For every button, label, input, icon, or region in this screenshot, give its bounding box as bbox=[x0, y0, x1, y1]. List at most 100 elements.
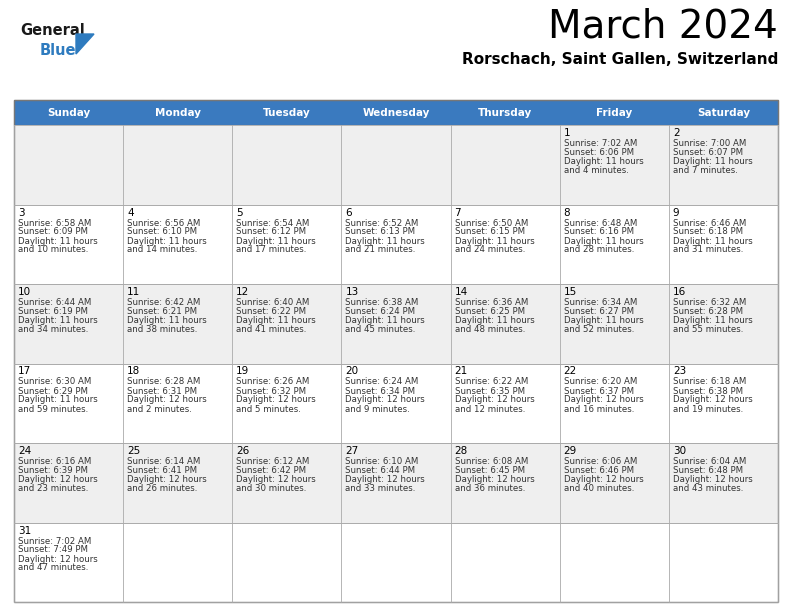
Text: Sunset: 6:12 PM: Sunset: 6:12 PM bbox=[236, 228, 307, 236]
Bar bbox=[560, 284, 669, 364]
Text: March 2024: March 2024 bbox=[548, 8, 778, 46]
Text: Sunrise: 6:12 AM: Sunrise: 6:12 AM bbox=[236, 457, 310, 466]
Bar bbox=[232, 284, 341, 364]
Text: Sunrise: 6:36 AM: Sunrise: 6:36 AM bbox=[455, 298, 528, 307]
Text: Daylight: 11 hours: Daylight: 11 hours bbox=[18, 395, 97, 405]
Bar bbox=[123, 284, 232, 364]
Text: Sunrise: 6:30 AM: Sunrise: 6:30 AM bbox=[18, 378, 91, 387]
Text: Daylight: 12 hours: Daylight: 12 hours bbox=[128, 395, 207, 405]
Text: and 21 minutes.: and 21 minutes. bbox=[345, 245, 416, 255]
Bar bbox=[14, 125, 123, 204]
Bar bbox=[451, 523, 560, 602]
Text: Daylight: 12 hours: Daylight: 12 hours bbox=[455, 475, 535, 484]
Bar bbox=[669, 364, 778, 443]
Text: Rorschach, Saint Gallen, Switzerland: Rorschach, Saint Gallen, Switzerland bbox=[462, 52, 778, 67]
Text: 9: 9 bbox=[673, 207, 680, 217]
Text: Daylight: 11 hours: Daylight: 11 hours bbox=[564, 157, 643, 166]
Text: Sunrise: 6:10 AM: Sunrise: 6:10 AM bbox=[345, 457, 419, 466]
Text: Daylight: 12 hours: Daylight: 12 hours bbox=[18, 554, 97, 564]
Text: Sunrise: 6:14 AM: Sunrise: 6:14 AM bbox=[128, 457, 200, 466]
Text: Daylight: 11 hours: Daylight: 11 hours bbox=[236, 316, 316, 325]
Text: Sunset: 6:28 PM: Sunset: 6:28 PM bbox=[673, 307, 743, 316]
Text: Saturday: Saturday bbox=[697, 108, 750, 118]
Bar bbox=[123, 364, 232, 443]
Bar bbox=[123, 100, 232, 125]
Text: Daylight: 11 hours: Daylight: 11 hours bbox=[345, 236, 425, 245]
Text: Sunrise: 6:08 AM: Sunrise: 6:08 AM bbox=[455, 457, 528, 466]
Text: Wednesday: Wednesday bbox=[362, 108, 430, 118]
Bar bbox=[341, 364, 451, 443]
Bar bbox=[232, 125, 341, 204]
Text: 10: 10 bbox=[18, 287, 31, 297]
Bar bbox=[341, 284, 451, 364]
Text: Sunrise: 6:46 AM: Sunrise: 6:46 AM bbox=[673, 218, 746, 228]
Text: Sunset: 6:37 PM: Sunset: 6:37 PM bbox=[564, 387, 634, 395]
Text: Sunrise: 6:32 AM: Sunrise: 6:32 AM bbox=[673, 298, 746, 307]
Text: 12: 12 bbox=[236, 287, 249, 297]
Text: Sunset: 6:41 PM: Sunset: 6:41 PM bbox=[128, 466, 197, 475]
Text: Daylight: 12 hours: Daylight: 12 hours bbox=[455, 395, 535, 405]
Text: Monday: Monday bbox=[154, 108, 200, 118]
Bar bbox=[451, 364, 560, 443]
Bar bbox=[451, 284, 560, 364]
Text: Sunset: 6:44 PM: Sunset: 6:44 PM bbox=[345, 466, 416, 475]
Text: Daylight: 12 hours: Daylight: 12 hours bbox=[128, 475, 207, 484]
Text: Sunset: 6:06 PM: Sunset: 6:06 PM bbox=[564, 148, 634, 157]
Text: and 34 minutes.: and 34 minutes. bbox=[18, 325, 89, 334]
Bar bbox=[560, 523, 669, 602]
Text: Daylight: 11 hours: Daylight: 11 hours bbox=[18, 316, 97, 325]
Text: and 17 minutes.: and 17 minutes. bbox=[236, 245, 307, 255]
Text: Sunrise: 6:58 AM: Sunrise: 6:58 AM bbox=[18, 218, 91, 228]
Text: Sunrise: 6:50 AM: Sunrise: 6:50 AM bbox=[455, 218, 528, 228]
Text: Sunrise: 6:18 AM: Sunrise: 6:18 AM bbox=[673, 378, 746, 387]
Text: Sunrise: 6:22 AM: Sunrise: 6:22 AM bbox=[455, 378, 528, 387]
Text: Sunrise: 6:34 AM: Sunrise: 6:34 AM bbox=[564, 298, 637, 307]
Bar bbox=[451, 204, 560, 284]
Bar bbox=[232, 443, 341, 523]
Text: Sunrise: 6:52 AM: Sunrise: 6:52 AM bbox=[345, 218, 419, 228]
Bar bbox=[14, 364, 123, 443]
Text: Sunset: 6:22 PM: Sunset: 6:22 PM bbox=[236, 307, 307, 316]
Text: and 33 minutes.: and 33 minutes. bbox=[345, 484, 416, 493]
Text: Sunset: 6:09 PM: Sunset: 6:09 PM bbox=[18, 228, 88, 236]
Text: Daylight: 11 hours: Daylight: 11 hours bbox=[673, 316, 752, 325]
Bar bbox=[669, 100, 778, 125]
Bar bbox=[669, 443, 778, 523]
Text: and 43 minutes.: and 43 minutes. bbox=[673, 484, 743, 493]
Text: Sunrise: 6:04 AM: Sunrise: 6:04 AM bbox=[673, 457, 746, 466]
Text: and 47 minutes.: and 47 minutes. bbox=[18, 564, 89, 572]
Text: General: General bbox=[20, 23, 85, 38]
Text: Sunrise: 6:54 AM: Sunrise: 6:54 AM bbox=[236, 218, 310, 228]
Text: and 5 minutes.: and 5 minutes. bbox=[236, 405, 301, 414]
Text: Sunrise: 6:42 AM: Sunrise: 6:42 AM bbox=[128, 298, 200, 307]
Bar bbox=[669, 284, 778, 364]
Bar bbox=[14, 443, 123, 523]
Bar bbox=[123, 125, 232, 204]
Text: Thursday: Thursday bbox=[478, 108, 532, 118]
Text: 30: 30 bbox=[673, 446, 686, 456]
Text: Sunrise: 6:44 AM: Sunrise: 6:44 AM bbox=[18, 298, 91, 307]
Text: and 45 minutes.: and 45 minutes. bbox=[345, 325, 416, 334]
Text: and 24 minutes.: and 24 minutes. bbox=[455, 245, 525, 255]
Bar bbox=[232, 100, 341, 125]
Text: Sunset: 6:35 PM: Sunset: 6:35 PM bbox=[455, 387, 524, 395]
Bar bbox=[232, 364, 341, 443]
Text: Daylight: 11 hours: Daylight: 11 hours bbox=[128, 236, 207, 245]
Text: and 59 minutes.: and 59 minutes. bbox=[18, 405, 88, 414]
Text: and 16 minutes.: and 16 minutes. bbox=[564, 405, 634, 414]
Text: 15: 15 bbox=[564, 287, 577, 297]
Text: 19: 19 bbox=[236, 367, 249, 376]
Text: Sunset: 6:21 PM: Sunset: 6:21 PM bbox=[128, 307, 197, 316]
Text: Sunset: 6:25 PM: Sunset: 6:25 PM bbox=[455, 307, 524, 316]
Text: Daylight: 11 hours: Daylight: 11 hours bbox=[18, 236, 97, 245]
Text: Sunrise: 6:16 AM: Sunrise: 6:16 AM bbox=[18, 457, 91, 466]
Text: Sunset: 7:49 PM: Sunset: 7:49 PM bbox=[18, 545, 88, 554]
Bar bbox=[451, 125, 560, 204]
Text: Sunset: 6:38 PM: Sunset: 6:38 PM bbox=[673, 387, 743, 395]
Text: Friday: Friday bbox=[596, 108, 632, 118]
Text: 6: 6 bbox=[345, 207, 352, 217]
Text: Sunset: 6:32 PM: Sunset: 6:32 PM bbox=[236, 387, 307, 395]
Text: 23: 23 bbox=[673, 367, 686, 376]
Text: Sunrise: 6:20 AM: Sunrise: 6:20 AM bbox=[564, 378, 637, 387]
Bar bbox=[14, 523, 123, 602]
